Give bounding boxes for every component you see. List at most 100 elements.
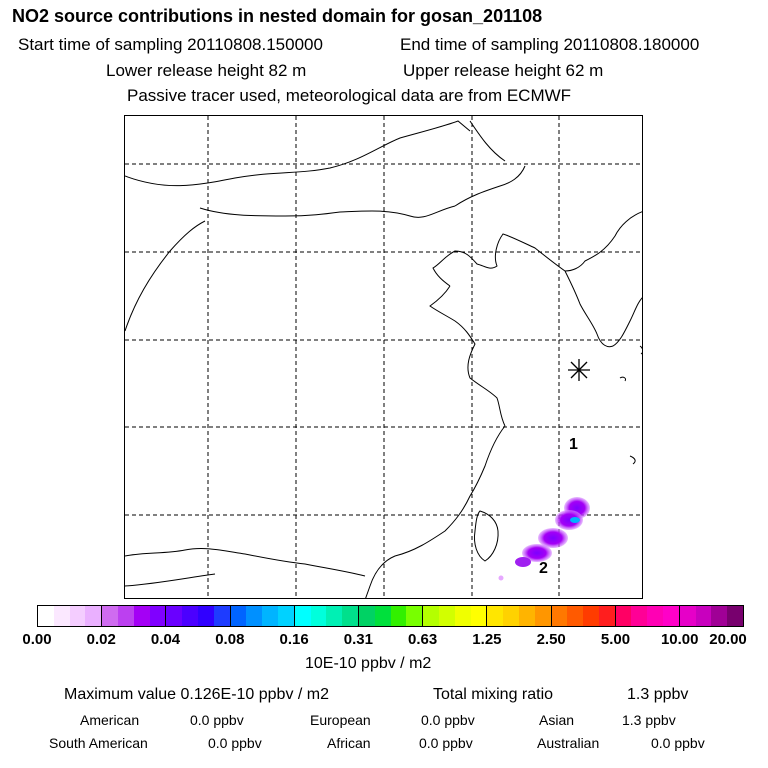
color-swatch	[470, 606, 487, 626]
color-swatch	[38, 606, 54, 626]
color-swatch	[85, 606, 102, 626]
color-swatch	[503, 606, 519, 626]
marker-2-label: 2	[539, 560, 548, 577]
region-name: African	[327, 735, 371, 751]
scale-tick-label: 0.16	[279, 631, 309, 648]
region-name: South American	[49, 735, 148, 751]
scale-tick-label: 0.08	[215, 631, 245, 648]
scale-tick-label: 5.00	[600, 631, 631, 648]
region-value: 0.0 ppbv	[208, 735, 262, 751]
region-value: 0.0 ppbv	[190, 712, 244, 728]
color-swatch	[679, 606, 696, 626]
scale-tick-label: 0.00	[22, 631, 52, 648]
color-swatch	[246, 606, 263, 626]
total-mixing-value: 1.3 ppbv	[627, 686, 689, 703]
color-scale-bar	[37, 605, 744, 627]
color-swatch	[342, 606, 358, 626]
scale-tick-label: 0.02	[86, 631, 116, 648]
plume-blob	[555, 510, 583, 530]
color-scale-segment	[166, 606, 231, 626]
color-swatch	[727, 606, 744, 626]
color-scale-segment	[487, 606, 552, 626]
color-scale-segment	[551, 606, 616, 626]
color-scale-segment	[679, 606, 744, 626]
color-swatch	[454, 606, 471, 626]
region-value: 0.0 ppbv	[651, 735, 705, 751]
map-canvas	[125, 116, 642, 598]
color-swatch	[102, 606, 118, 626]
start-time-label: Start time of sampling 20110808.150000	[18, 35, 323, 54]
color-scale-segment	[358, 606, 424, 626]
coastlines	[125, 120, 642, 598]
color-scale-segment	[423, 606, 488, 626]
upper-release-label: Upper release height 62 m	[403, 61, 604, 80]
color-swatch	[438, 606, 455, 626]
color-swatch	[583, 606, 599, 626]
scale-tick-label: 20.00	[709, 631, 747, 648]
unit-label: 10E-10 ppbv / m2	[305, 655, 432, 672]
color-swatch	[117, 606, 134, 626]
color-swatch	[487, 606, 504, 626]
region-value: 0.0 ppbv	[421, 712, 475, 728]
plume-blob	[538, 528, 568, 548]
color-swatch	[390, 606, 407, 626]
color-swatch	[230, 606, 247, 626]
color-swatch	[149, 606, 166, 626]
color-swatch	[326, 606, 343, 626]
color-swatch	[53, 606, 70, 626]
plume-blob	[515, 557, 531, 567]
end-time-label: End time of sampling 20110808.180000	[400, 35, 700, 54]
color-swatch	[310, 606, 327, 626]
color-swatch	[567, 606, 584, 626]
color-swatch	[166, 606, 183, 626]
color-swatch	[663, 606, 679, 626]
color-swatch	[631, 606, 648, 626]
region-value: 0.0 ppbv	[419, 735, 473, 751]
scale-tick-label: 2.50	[536, 631, 566, 648]
color-swatch	[197, 606, 214, 626]
scale-tick-label: 0.04	[150, 631, 181, 648]
color-scale-segment	[102, 606, 167, 626]
marker-1-label: 1	[569, 436, 578, 453]
color-swatch	[695, 606, 712, 626]
color-swatch	[374, 606, 391, 626]
region-name: European	[310, 712, 371, 728]
map-panel: 1 2	[124, 115, 643, 599]
color-swatch	[598, 606, 615, 626]
color-swatch	[551, 606, 568, 626]
scale-tick-label: 0.63	[408, 631, 438, 648]
color-swatch	[262, 606, 278, 626]
scale-tick-label: 10.00	[660, 631, 699, 648]
region-name: American	[80, 712, 140, 728]
tracer-note: Passive tracer used, meteorological data…	[127, 86, 572, 105]
color-swatch	[615, 606, 632, 626]
color-swatch	[133, 606, 150, 626]
color-swatch	[534, 606, 551, 626]
plume-speck	[498, 575, 504, 581]
lower-release-label: Lower release height 82 m	[106, 61, 307, 80]
color-swatch	[711, 606, 728, 626]
total-mixing-label: Total mixing ratio	[433, 686, 554, 703]
color-swatch	[69, 606, 86, 626]
page-title: NO2 source contributions in nested domai…	[12, 6, 543, 26]
color-scale-segment	[38, 606, 103, 626]
color-swatch	[518, 606, 535, 626]
region-value: 1.3 ppbv	[622, 712, 676, 728]
color-swatch	[182, 606, 198, 626]
color-scale-segment	[615, 606, 680, 626]
region-name: Australian	[537, 735, 600, 751]
plume-blob	[522, 544, 552, 562]
color-swatch	[406, 606, 423, 626]
color-scale-segment	[294, 606, 359, 626]
max-value-label: Maximum value 0.126E-10 ppbv / m2	[64, 686, 330, 703]
color-swatch	[358, 606, 375, 626]
scale-tick-label: 1.25	[472, 631, 502, 648]
color-swatch	[647, 606, 664, 626]
color-scale-segment	[230, 606, 295, 626]
region-name: Asian	[539, 712, 575, 728]
color-swatch	[423, 606, 439, 626]
color-swatch	[294, 606, 311, 626]
color-swatch	[213, 606, 230, 626]
plume-core	[570, 517, 580, 523]
no2-plume	[498, 497, 590, 581]
